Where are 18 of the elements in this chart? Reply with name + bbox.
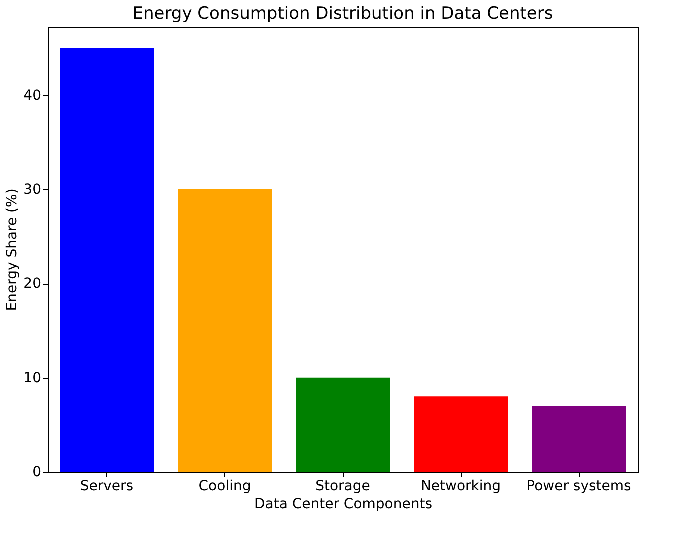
y-axis-title: Energy Share (%) (4, 188, 21, 312)
bar (178, 189, 272, 472)
bar (60, 48, 154, 472)
chart-title: Energy Consumption Distribution in Data Centers (132, 4, 554, 24)
bar (414, 396, 508, 472)
y-tick-label: 0 (32, 464, 42, 480)
x-tick-label: Networking (420, 478, 502, 494)
y-tick-label: 40 (24, 88, 42, 104)
y-tick-label: 20 (24, 276, 42, 292)
bar (532, 406, 626, 472)
bar (296, 378, 390, 472)
x-tick-label: Power systems (526, 478, 632, 494)
x-tick-label: Cooling (198, 478, 252, 494)
x-tick-label: Storage (316, 478, 370, 494)
y-tick-label: 30 (24, 182, 42, 198)
x-tick-label: Servers (80, 478, 134, 494)
y-tick-label: 10 (24, 370, 42, 386)
x-axis-title: Data Center Components (254, 496, 433, 512)
